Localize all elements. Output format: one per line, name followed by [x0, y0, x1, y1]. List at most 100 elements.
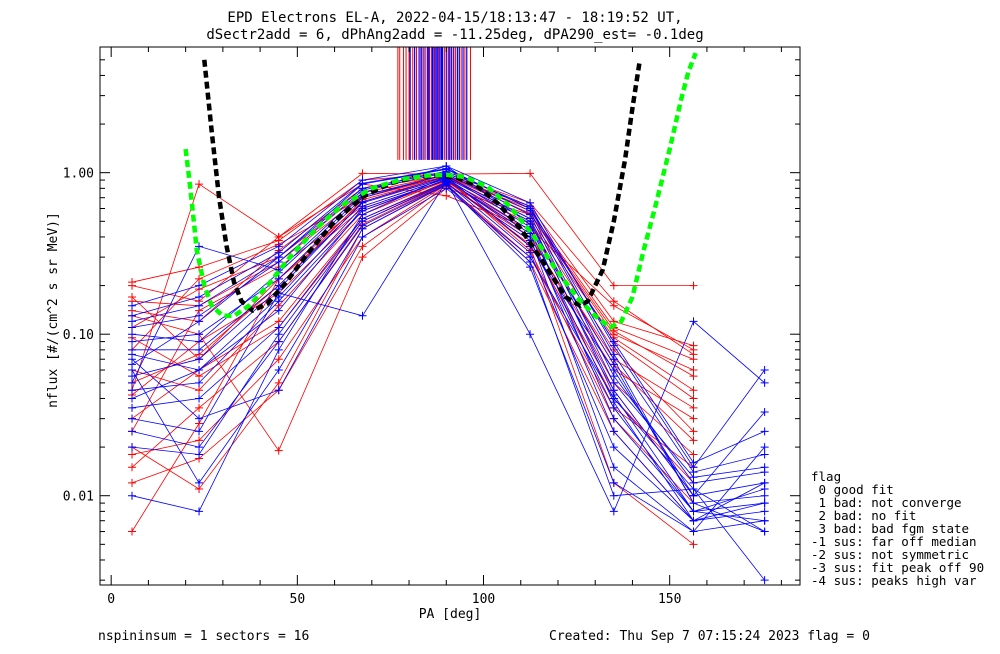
blue-data-point	[128, 372, 137, 381]
blue-data-point	[274, 323, 283, 332]
red-data-point	[128, 478, 137, 487]
blue-data-point	[760, 443, 769, 452]
blue-data-point	[526, 257, 535, 266]
red-data-point	[689, 414, 698, 423]
blue-data-point	[689, 527, 698, 536]
blue-data-point	[195, 292, 204, 301]
blue-data-point	[195, 414, 204, 423]
blue-data-point	[609, 350, 618, 359]
blue-data-point	[128, 311, 137, 320]
blue-data-point	[609, 427, 618, 436]
blue-data-point	[358, 214, 367, 223]
blue-data-point	[760, 507, 769, 516]
legend-item: -1 sus: far off median	[811, 534, 977, 549]
blue-data-point	[689, 468, 698, 477]
blue-data-point	[609, 337, 618, 346]
axes: 0 50 100 150 0.01 0.10 1.00	[63, 46, 800, 607]
red-data-point	[195, 436, 204, 445]
blue-data-point	[128, 323, 137, 332]
blue-data-point	[442, 164, 451, 173]
blue-data-point	[274, 306, 283, 315]
x-tick-label: 150	[658, 592, 681, 607]
blue-series-line	[131, 178, 765, 532]
blue-data-point	[760, 491, 769, 500]
red-data-point	[128, 278, 137, 287]
blue-data-point	[128, 394, 137, 403]
blue-data-point	[195, 301, 204, 310]
blue-data-point	[760, 407, 769, 416]
blue-data-point	[195, 427, 204, 436]
blue-data-point	[689, 491, 698, 500]
blue-data-point	[195, 242, 204, 251]
red-data-point	[274, 355, 283, 364]
red-data-point	[689, 386, 698, 395]
red-data-point	[128, 463, 137, 472]
blue-data-point	[128, 403, 137, 412]
blue-series-line	[131, 182, 765, 522]
legend-item: -2 sus: not symmetric	[811, 547, 969, 562]
red-data-point	[689, 394, 698, 403]
blue-data-point	[195, 337, 204, 346]
legend-item: -3 sus: fit peak off 90	[811, 560, 984, 575]
blue-data-point	[128, 360, 137, 369]
blue-data-point	[274, 248, 283, 257]
red-data-point	[689, 403, 698, 412]
footer-right: Created: Thu Sep 7 07:15:24 2023 flag = …	[549, 629, 870, 644]
red-data-point	[274, 446, 283, 455]
red-data-point	[689, 281, 698, 290]
legend-item: 3 bad: bad fgm state	[811, 521, 969, 536]
blue-data-point	[609, 443, 618, 452]
red-data-point	[274, 378, 283, 387]
blue-data-point	[195, 366, 204, 375]
chart-title-line1: EPD Electrons EL-A, 2022-04-15/18:13:47 …	[227, 10, 682, 26]
blue-series-line	[131, 179, 765, 522]
blue-data-point	[526, 214, 535, 223]
blue-data-point	[609, 507, 618, 516]
red-data-point	[689, 436, 698, 445]
blue-data-point	[195, 345, 204, 354]
red-series-line	[131, 185, 694, 521]
legend-item: -4 sus: peaks high var	[811, 573, 977, 588]
blue-data-point	[358, 232, 367, 241]
blue-data-point	[274, 345, 283, 354]
blue-data-point	[128, 337, 137, 346]
blue-series-line	[131, 165, 765, 522]
green-fit-curve	[183, 52, 698, 330]
red-series-line	[131, 187, 694, 452]
y-tick-label: 1.00	[63, 167, 94, 182]
blue-data-point	[274, 386, 283, 395]
red-data-point	[442, 191, 451, 200]
blue-data-point	[128, 414, 137, 423]
red-data-point	[128, 527, 137, 536]
blue-series-line	[131, 173, 765, 478]
red-series-line	[131, 184, 694, 468]
legend-item: 2 bad: no fit	[811, 508, 916, 523]
legend-item: 0 good fit	[811, 482, 894, 497]
red-data-point	[689, 450, 698, 459]
blue-data-point	[195, 378, 204, 387]
blue-data-point	[195, 317, 204, 326]
blue-data-point	[760, 366, 769, 375]
blue-data-point	[128, 378, 137, 387]
x-tick-label: 100	[472, 592, 495, 607]
blue-data-point	[760, 378, 769, 387]
red-data-point	[609, 281, 618, 290]
blue-data-point	[689, 507, 698, 516]
blue-data-point	[274, 337, 283, 346]
blue-data-point	[358, 221, 367, 230]
blue-data-point	[689, 499, 698, 508]
blue-data-point	[358, 311, 367, 320]
blue-data-point	[128, 443, 137, 452]
blue-data-point	[609, 360, 618, 369]
blue-data-point	[609, 372, 618, 381]
x-tick-label: 50	[290, 592, 306, 607]
red-data-point	[195, 403, 204, 412]
blue-data-point	[689, 516, 698, 525]
blue-data-point	[274, 366, 283, 375]
blue-data-point	[195, 450, 204, 459]
blue-data-point	[128, 386, 137, 395]
red-data-point	[689, 540, 698, 549]
red-data-point	[689, 372, 698, 381]
blue-data-point	[609, 398, 618, 407]
